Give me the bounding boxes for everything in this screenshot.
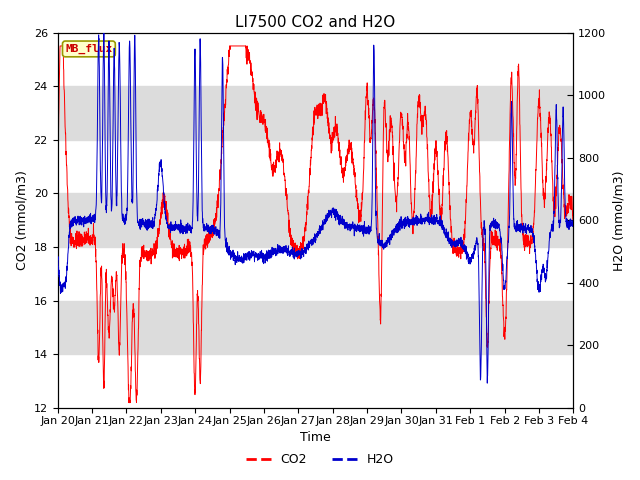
Title: LI7500 CO2 and H2O: LI7500 CO2 and H2O <box>236 15 396 30</box>
Y-axis label: CO2 (mmol/m3): CO2 (mmol/m3) <box>15 170 28 270</box>
Bar <box>58 301 573 354</box>
Text: MB_flux: MB_flux <box>65 44 113 54</box>
Bar <box>58 86 573 140</box>
X-axis label: Time: Time <box>300 431 331 444</box>
Bar <box>58 193 573 247</box>
Legend: CO2, H2O: CO2, H2O <box>241 448 399 471</box>
Y-axis label: H2O (mmol/m3): H2O (mmol/m3) <box>612 170 625 271</box>
